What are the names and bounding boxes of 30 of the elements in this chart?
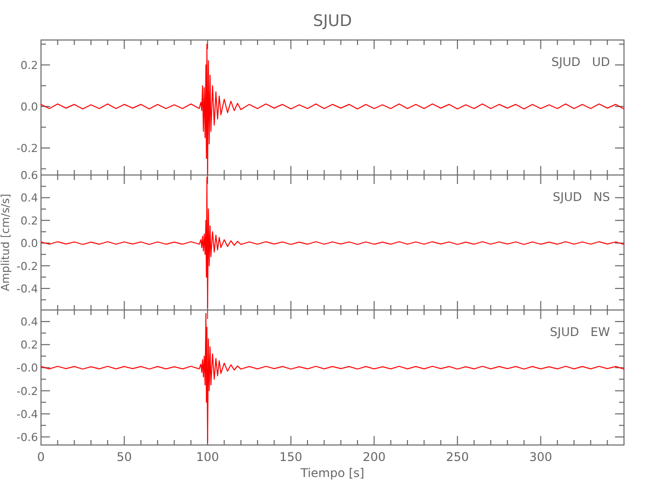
y-axis-title: Amplitud [cm/s/s] — [0, 194, 12, 292]
y-tick-label: 0.0 — [20, 237, 38, 250]
line-series — [40, 312, 624, 444]
x-axis-title: Tiempo [s] — [300, 466, 364, 480]
y-tick-label: 0.6 — [20, 169, 38, 182]
annotation: SJUD NS — [552, 190, 610, 204]
y-tick-label: 0.4 — [20, 192, 38, 205]
y-tick-label: 0.2 — [20, 338, 38, 352]
y-tick-label: 0.4 — [20, 316, 38, 329]
y-tick-label: 0.2 — [20, 214, 38, 228]
y-tick-label: -0.2 — [16, 260, 38, 273]
chart-title: SJUD — [313, 11, 352, 30]
annotation: SJUD UD — [551, 55, 610, 69]
x-tick-label: 50 — [116, 450, 132, 464]
line-series — [40, 44, 624, 176]
y-tick-label: -0.2 — [16, 142, 38, 155]
x-tick-label: 250 — [446, 450, 469, 464]
x-tick-label: 150 — [279, 450, 302, 464]
y-tick-label: 0.0 — [20, 100, 38, 114]
y-tick-label: -0.4 — [16, 282, 38, 296]
y-tick-label: -0.2 — [16, 384, 38, 398]
y-tick-label: -0.6 — [16, 430, 38, 444]
y-tick-label: 0.2 — [20, 58, 38, 72]
x-tick-label: 100 — [196, 450, 220, 464]
y-tick-label: -0.4 — [16, 408, 38, 421]
x-tick-label: 0 — [37, 450, 45, 464]
x-tick-label: 200 — [362, 450, 386, 464]
x-tick-label: 300 — [529, 450, 552, 464]
annotation: SJUD EW — [550, 325, 610, 339]
y-tick-label: -0.0 — [16, 362, 38, 375]
